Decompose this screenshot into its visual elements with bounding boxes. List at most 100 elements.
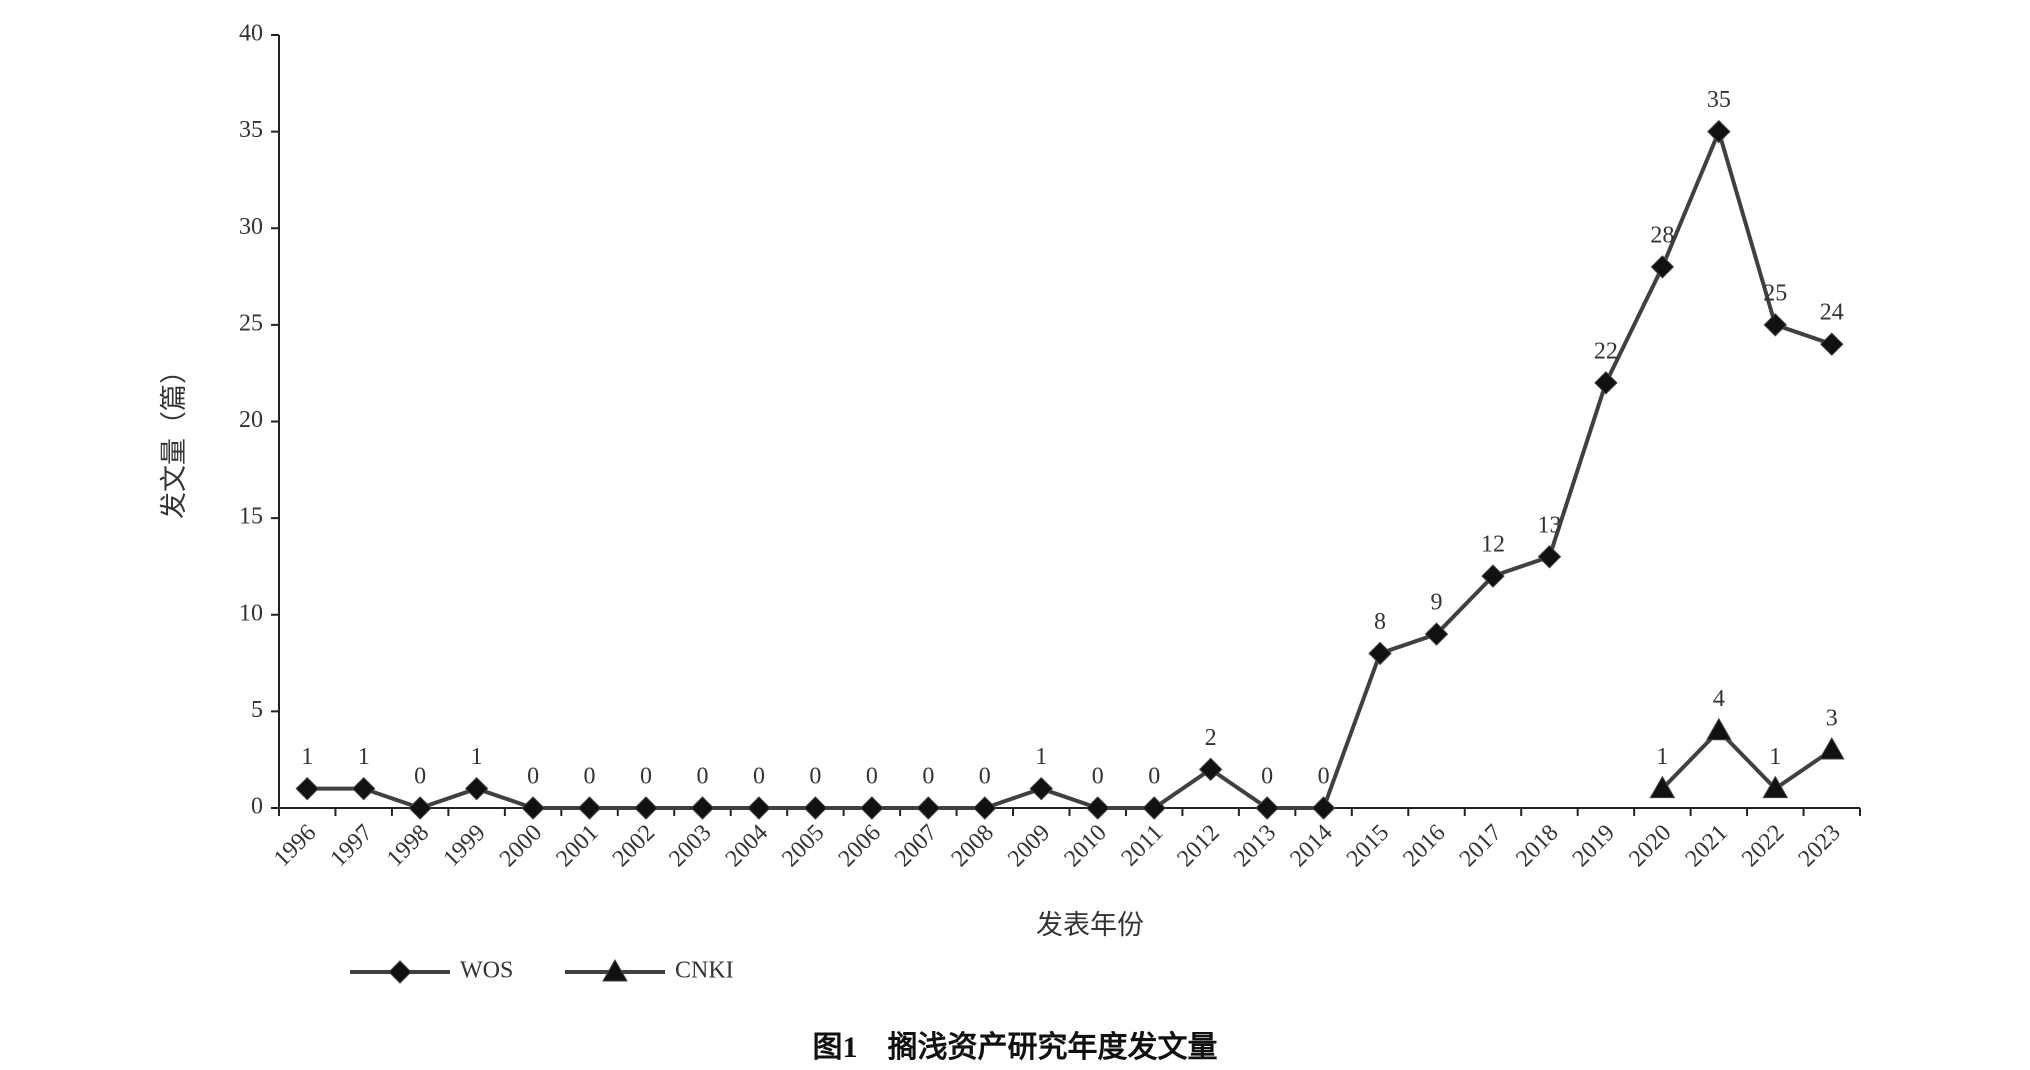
y-tick-label: 10 — [239, 600, 263, 626]
data-label: 0 — [753, 764, 765, 790]
data-point — [1820, 332, 1844, 356]
x-tick-label: 2007 — [890, 820, 942, 872]
data-label: 4 — [1713, 686, 1725, 712]
data-point — [1705, 717, 1732, 741]
y-tick-label: 30 — [239, 214, 263, 240]
data-label: 12 — [1481, 532, 1505, 558]
x-tick-label: 2019 — [1568, 820, 1620, 872]
data-point — [1424, 622, 1449, 646]
data-label: 28 — [1650, 222, 1674, 248]
x-tick-label: 2010 — [1060, 820, 1112, 872]
data-point — [916, 796, 941, 820]
data-label: 1 — [1035, 744, 1047, 770]
data-point — [408, 796, 432, 820]
data-point — [577, 796, 602, 820]
x-tick-label: 2004 — [721, 820, 773, 872]
x-axis-title: 发表年份 — [1036, 910, 1144, 940]
data-point — [1707, 119, 1731, 144]
data-point — [1650, 255, 1675, 279]
y-tick-label: 15 — [239, 504, 263, 530]
legend-label: WOS — [460, 958, 513, 984]
data-label: 1 — [1769, 744, 1781, 770]
series-line — [307, 125, 1833, 811]
data-point — [1537, 545, 1562, 569]
data-label: 0 — [1261, 764, 1273, 790]
data-point — [351, 776, 376, 801]
x-tick-label: 2015 — [1342, 820, 1394, 872]
data-point — [860, 796, 884, 820]
x-tick-label: 1999 — [438, 820, 490, 872]
legend-marker — [388, 960, 412, 984]
data-point — [1198, 757, 1223, 782]
data-point — [1763, 313, 1788, 337]
data-point — [1481, 564, 1505, 588]
data-label: 0 — [866, 764, 878, 790]
y-tick-label: 40 — [239, 21, 263, 47]
x-tick-label: 2012 — [1172, 820, 1224, 872]
data-point — [973, 796, 997, 820]
data-label: 0 — [414, 764, 426, 790]
y-tick-label: 5 — [251, 697, 263, 723]
data-point — [1594, 371, 1618, 395]
y-tick-label: 35 — [239, 117, 263, 143]
data-point — [1029, 776, 1053, 801]
x-tick-label: 1998 — [382, 820, 434, 872]
x-tick-label: 2017 — [1455, 820, 1507, 872]
y-tick-label: 0 — [251, 794, 263, 820]
legend-marker — [602, 958, 628, 982]
y-tick-label: 25 — [239, 310, 263, 336]
y-axis-title: 发文量（篇） — [159, 357, 189, 519]
x-tick-label: 2005 — [777, 820, 829, 872]
data-label: 35 — [1707, 87, 1731, 113]
legend-label: CNKI — [675, 958, 734, 984]
x-tick-label: 2002 — [608, 820, 660, 872]
data-point — [521, 796, 545, 820]
data-label: 25 — [1763, 280, 1787, 306]
data-label: 0 — [696, 764, 708, 790]
x-tick-label: 2014 — [1285, 820, 1337, 872]
data-label: 1 — [301, 744, 313, 770]
data-label: 0 — [922, 764, 934, 790]
y-tick-label: 20 — [239, 407, 263, 433]
x-tick-label: 2020 — [1624, 820, 1676, 872]
x-tick-label: 2021 — [1681, 820, 1733, 872]
data-point — [634, 796, 658, 820]
data-label: 22 — [1594, 338, 1618, 364]
data-point — [1762, 775, 1789, 799]
data-label: 8 — [1374, 609, 1386, 635]
series-line — [1660, 727, 1833, 792]
x-tick-label: 2003 — [664, 820, 716, 872]
x-tick-label: 2009 — [1003, 820, 1055, 872]
x-tick-label: 2008 — [947, 820, 999, 872]
data-point — [1368, 641, 1392, 666]
x-tick-label: 2018 — [1511, 820, 1563, 872]
x-tick-label: 2011 — [1117, 820, 1169, 872]
data-label: 13 — [1537, 512, 1561, 538]
x-tick-label: 2006 — [834, 820, 886, 872]
data-label: 0 — [979, 764, 991, 790]
data-point — [1142, 796, 1166, 820]
data-point — [1311, 796, 1336, 820]
data-label: 2 — [1205, 725, 1217, 751]
data-label: 0 — [809, 764, 821, 790]
data-label: 3 — [1826, 706, 1838, 732]
x-tick-label: 2016 — [1398, 820, 1450, 872]
data-label: 1 — [1656, 744, 1668, 770]
data-point — [690, 796, 715, 820]
data-point — [803, 796, 828, 820]
data-point — [1086, 796, 1110, 820]
x-tick-label: 2022 — [1737, 820, 1789, 872]
data-label: 0 — [1318, 764, 1330, 790]
data-point — [1255, 796, 1279, 820]
x-tick-label: 2023 — [1794, 820, 1846, 872]
x-tick-label: 2001 — [551, 820, 603, 872]
data-label: 0 — [584, 764, 596, 790]
data-label: 0 — [1092, 764, 1104, 790]
x-tick-label: 2000 — [495, 820, 547, 872]
data-label: 0 — [527, 764, 539, 790]
data-label: 9 — [1431, 590, 1443, 616]
x-tick-label: 1996 — [269, 820, 321, 872]
data-label: 0 — [640, 764, 652, 790]
data-label: 0 — [1148, 764, 1160, 790]
